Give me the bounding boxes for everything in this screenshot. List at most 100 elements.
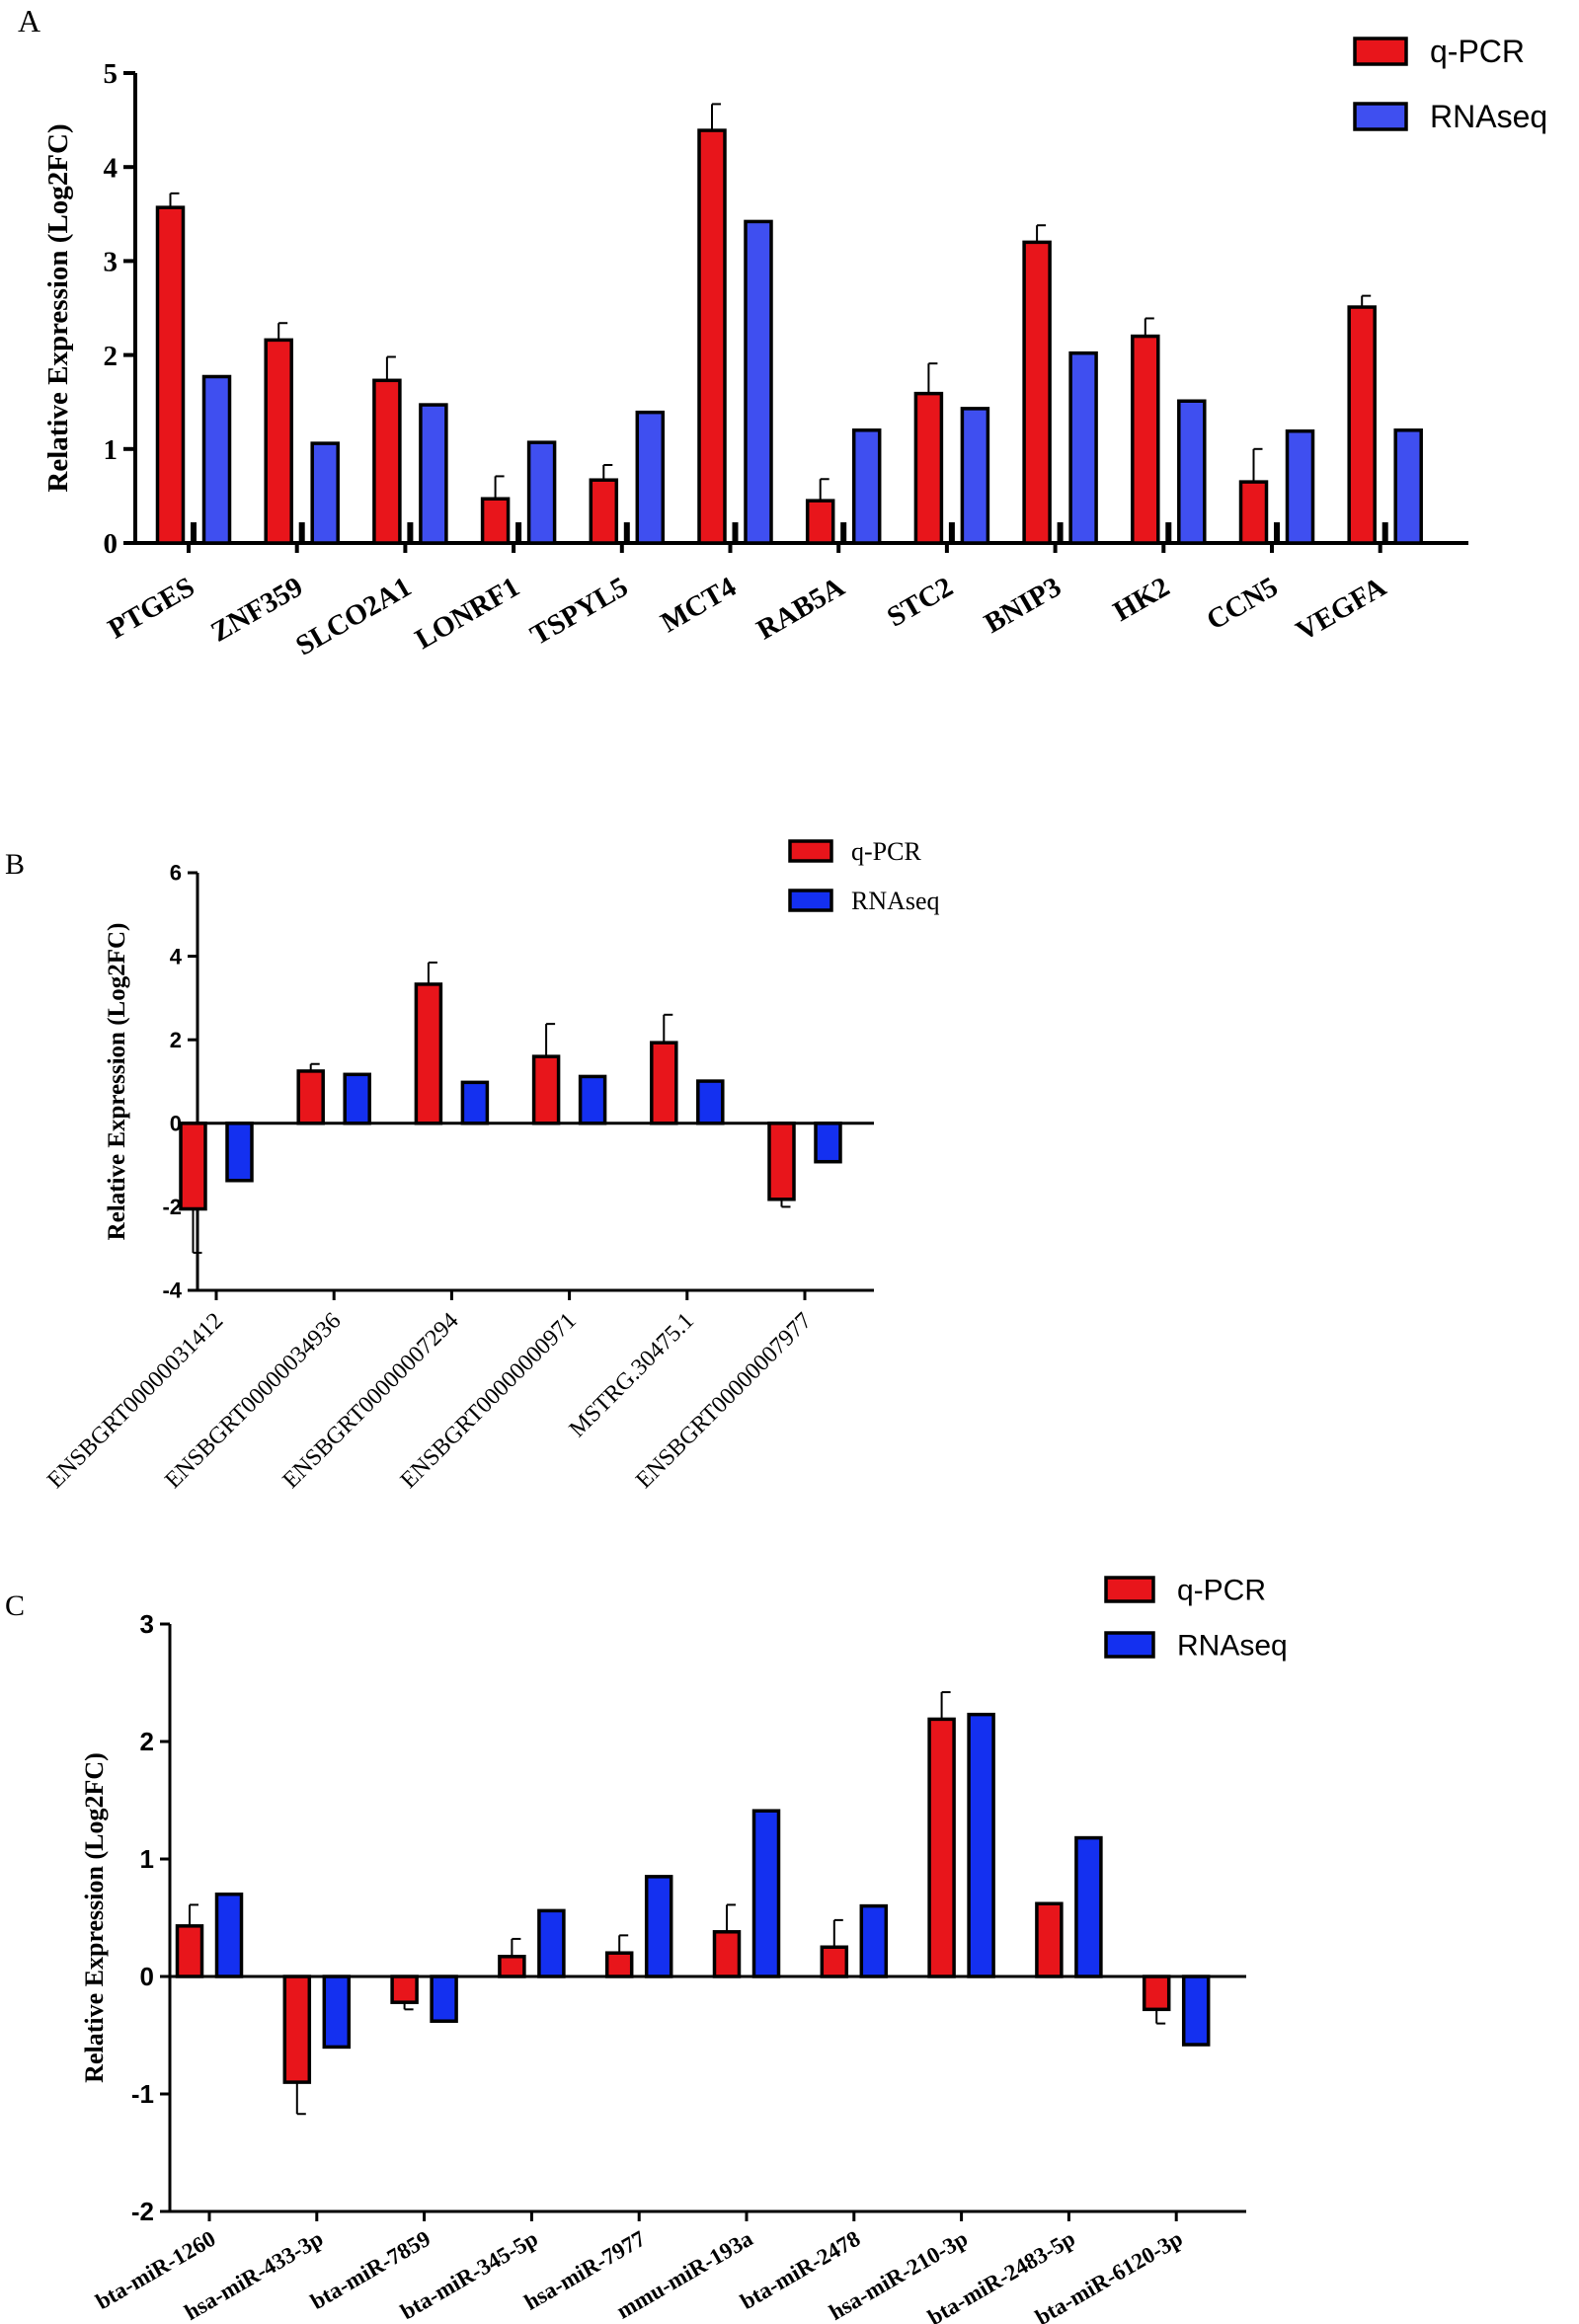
- bar-qpcr: [712, 1930, 742, 1978]
- bar-rnaseq: [225, 1122, 254, 1183]
- bar-rnaseq: [1068, 350, 1098, 545]
- legend-swatch-qpcr: [1353, 37, 1408, 66]
- bar-qpcr: [531, 1054, 561, 1125]
- bar-rnaseq: [310, 441, 340, 545]
- bar-rnaseq: [578, 1074, 607, 1125]
- y-tick-label: -2: [131, 2197, 154, 2226]
- x-tick-label: RAB5A: [751, 571, 850, 646]
- bar-qpcr: [650, 1041, 678, 1125]
- bar-qpcr: [264, 338, 293, 545]
- bar-marker: [840, 522, 847, 543]
- bar-marker: [1057, 522, 1064, 543]
- y-tick-label: 4: [170, 944, 183, 968]
- bar-qpcr: [390, 1975, 419, 2004]
- y-axis-label: Relative Expression (Log2FC): [42, 123, 74, 492]
- bar-rnaseq: [460, 1080, 490, 1125]
- y-tick-label: 5: [104, 58, 118, 90]
- bar-marker: [948, 522, 955, 543]
- bar-qpcr: [927, 1717, 956, 1978]
- bar-qpcr: [480, 497, 511, 545]
- bar-marker: [191, 522, 197, 543]
- legend-label-rnaseq: RNAseq: [1430, 99, 1547, 134]
- bar-rnaseq: [322, 1975, 352, 2050]
- panel-a: A 0 1 2 3 4 5 Relative Expression (Log2FC) PTGES…: [18, 3, 1547, 662]
- y-axis-label: Relative Expression (Log2FC): [80, 1752, 109, 2083]
- legend-swatch-rnaseq: [1353, 102, 1408, 131]
- bar-qpcr: [1131, 334, 1160, 545]
- x-tick-label: VEGFA: [1291, 571, 1391, 647]
- panel-label: A: [18, 3, 40, 39]
- bar-qpcr: [913, 391, 944, 545]
- bar-qpcr: [175, 1924, 204, 1978]
- y-tick-label: 1: [104, 434, 118, 466]
- x-tick-label: BNIP3: [980, 571, 1067, 640]
- bar-rnaseq: [635, 410, 666, 545]
- y-tick-label: 0: [170, 1112, 182, 1136]
- bar-rnaseq: [644, 1875, 673, 1978]
- legend-label-qpcr: q-PCR: [851, 837, 921, 866]
- bar-rnaseq: [1181, 1975, 1211, 2047]
- x-tick-label: STC2: [882, 571, 958, 633]
- bar-rnaseq: [751, 1809, 781, 1978]
- x-tick-label: SLCO2A1: [290, 571, 417, 661]
- bar-rnaseq: [744, 219, 773, 545]
- bar-qpcr: [1238, 480, 1269, 545]
- y-tick-label: 4: [104, 152, 118, 184]
- bar-rnaseq: [1393, 428, 1423, 545]
- y-axis-label: Relative Expression (Log2FC): [104, 923, 130, 1241]
- bar-rnaseq: [1177, 399, 1207, 545]
- bar-qpcr: [372, 378, 402, 545]
- bar-qpcr: [414, 982, 443, 1125]
- y-tick-label: 0: [140, 1962, 154, 1991]
- legend-label-rnaseq: RNAseq: [851, 887, 940, 915]
- y-tick-label: -2: [162, 1195, 182, 1219]
- bar-qpcr: [767, 1122, 796, 1201]
- bar-qpcr: [697, 128, 727, 545]
- bar-marker: [1165, 522, 1172, 543]
- x-tick-label: HK2: [1108, 571, 1175, 628]
- bar-qpcr: [1142, 1975, 1171, 2012]
- bar-qpcr: [498, 1955, 526, 1978]
- y-tick-label: 2: [104, 341, 118, 372]
- bar-rnaseq: [430, 1975, 458, 2023]
- bar-qpcr: [179, 1122, 207, 1211]
- x-tick-label: CCN5: [1202, 571, 1284, 636]
- y-tick-label: -4: [162, 1278, 182, 1303]
- bar-qpcr: [820, 1945, 849, 1978]
- x-tick-label: MCT4: [656, 571, 742, 639]
- legend-swatch-rnaseq: [1104, 1631, 1155, 1659]
- y-tick-label: -1: [131, 2079, 154, 2109]
- bar-marker: [298, 522, 305, 543]
- legend-label-qpcr: q-PCR: [1430, 34, 1525, 69]
- legend-label-rnaseq: RNAseq: [1177, 1630, 1288, 1663]
- x-tick-label: TSPYL5: [525, 571, 634, 652]
- legend-swatch-qpcr: [788, 839, 833, 863]
- bar-rnaseq: [201, 374, 232, 545]
- y-tick-label: 2: [170, 1028, 182, 1052]
- bar-qpcr: [1022, 240, 1052, 545]
- bar-qpcr: [1347, 305, 1377, 545]
- bar-marker: [1382, 522, 1388, 543]
- bar-qpcr: [155, 205, 186, 545]
- bar-marker: [515, 522, 522, 543]
- bar-rnaseq: [419, 403, 448, 545]
- bar-marker: [732, 522, 739, 543]
- bar-rnaseq: [1285, 428, 1315, 545]
- y-tick-label: 0: [104, 528, 118, 560]
- bar-rnaseq: [696, 1079, 725, 1125]
- legend-swatch-qpcr: [1104, 1576, 1155, 1603]
- bar-rnaseq: [859, 1903, 889, 1978]
- legend-label-qpcr: q-PCR: [1177, 1575, 1266, 1607]
- y-tick-label: 1: [140, 1844, 154, 1874]
- bar-qpcr: [589, 478, 619, 545]
- bar-rnaseq: [537, 1908, 566, 1978]
- panel-label: B: [5, 848, 25, 881]
- bar-qpcr: [604, 1951, 634, 1978]
- x-tick-label: PTGES: [103, 571, 199, 645]
- bar-rnaseq: [214, 1892, 244, 1978]
- bar-rnaseq: [343, 1072, 371, 1125]
- y-tick-label: 3: [104, 247, 118, 278]
- bar-marker: [407, 522, 414, 543]
